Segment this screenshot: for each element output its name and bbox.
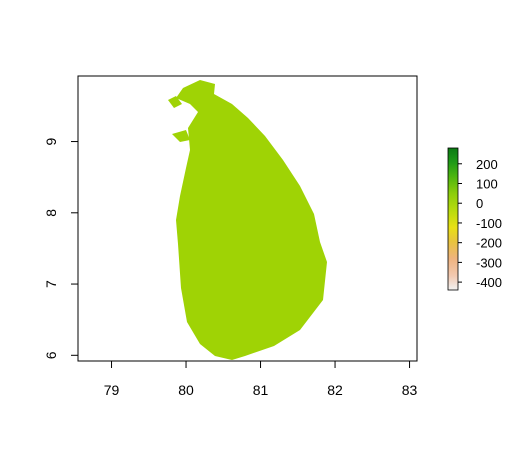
legend-tick-label: -400 — [476, 275, 502, 290]
legend-tick-label: 100 — [476, 177, 498, 192]
x-tick-label: 79 — [104, 382, 120, 398]
y-tick-label: 6 — [43, 351, 59, 359]
sri-lanka-raster — [176, 80, 327, 360]
y-tick-label: 7 — [43, 280, 59, 288]
x-tick-label: 82 — [327, 382, 343, 398]
x-tick-label: 81 — [253, 382, 269, 398]
y-axis: 6 7 8 9 — [43, 137, 78, 359]
legend-tick-label: -100 — [476, 216, 502, 231]
legend-colorbar — [447, 147, 459, 291]
mannar-fragment — [172, 130, 190, 142]
legend-tick-label: -200 — [476, 236, 502, 251]
legend-tick-label: 0 — [476, 196, 483, 211]
y-tick-label: 8 — [43, 209, 59, 217]
y-tick-label: 9 — [43, 137, 59, 145]
x-tick-label: 83 — [402, 382, 418, 398]
legend-tick-label: 200 — [476, 157, 498, 172]
jaffna-fragment — [168, 96, 182, 108]
legend-ticks: 200 100 0 -100 -200 -300 -400 — [458, 157, 502, 290]
x-axis: 79 80 81 82 83 — [104, 361, 418, 398]
legend-tick-label: -300 — [476, 255, 502, 270]
x-tick-label: 80 — [178, 382, 194, 398]
